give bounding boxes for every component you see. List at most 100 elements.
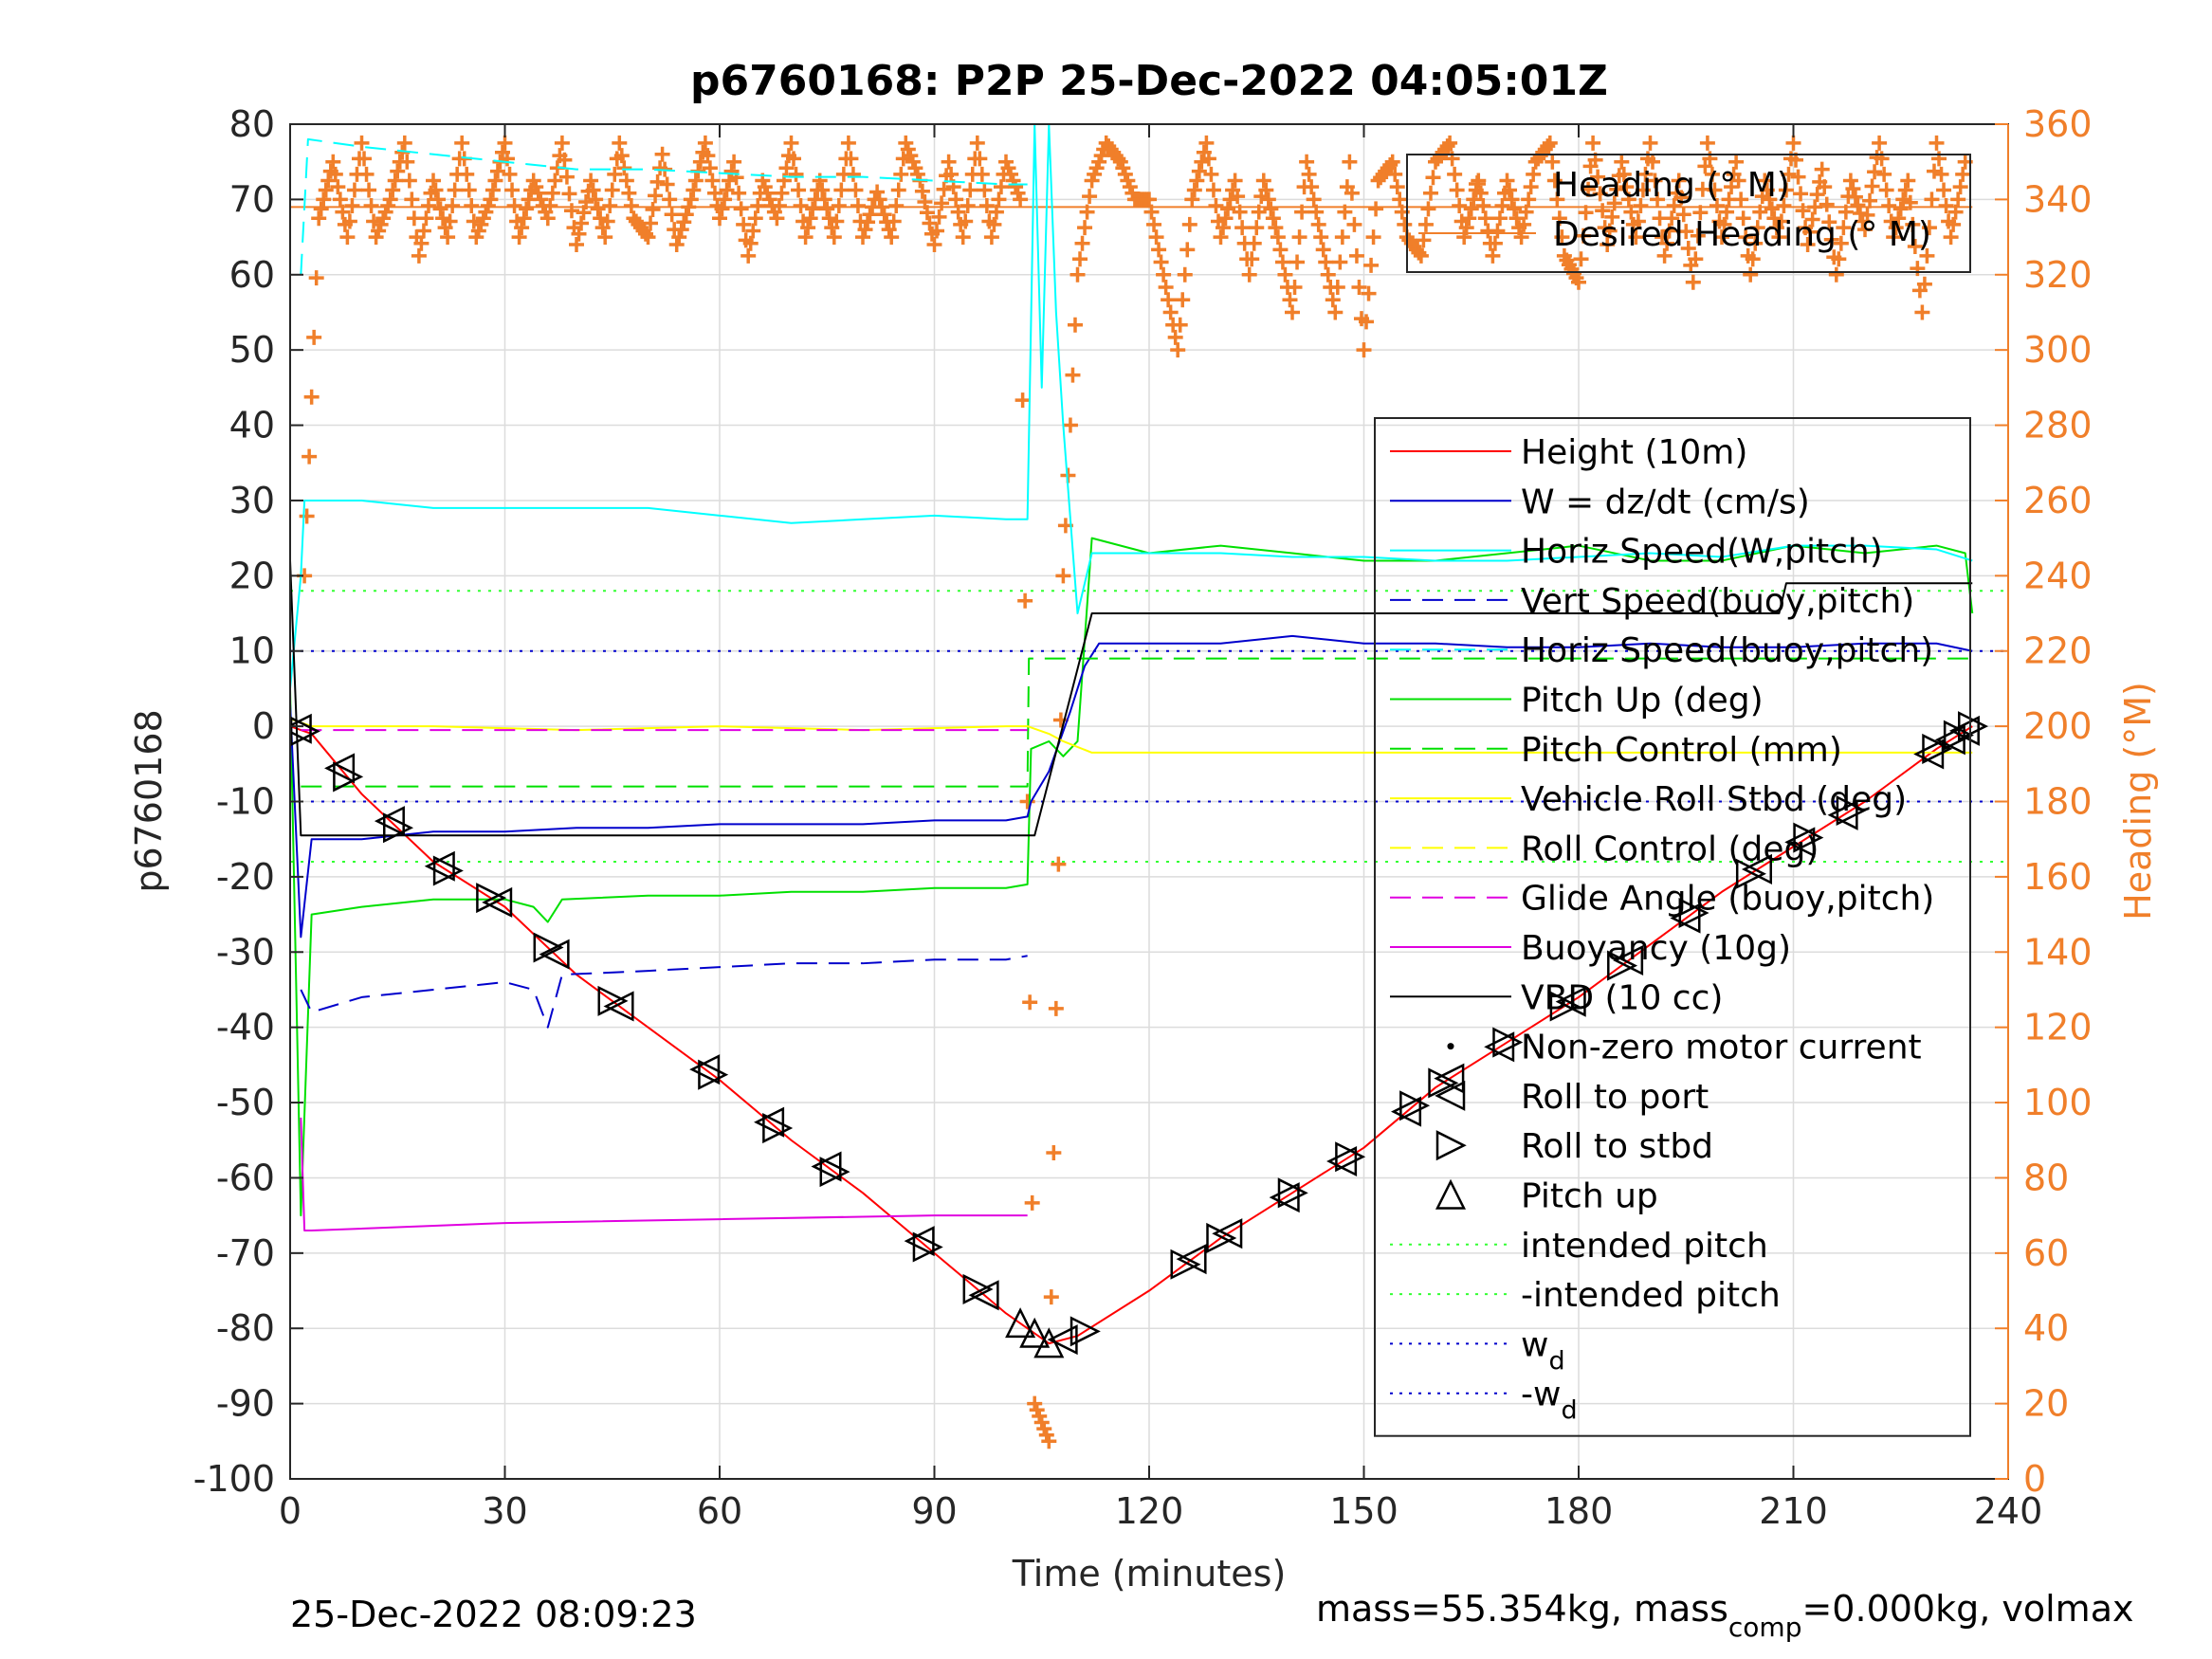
- heading-point: [1817, 179, 1833, 195]
- marker-tri-right: [533, 932, 564, 963]
- heading-point: [645, 201, 661, 217]
- heading-point: [1265, 210, 1281, 227]
- y-tick-label: 80: [229, 103, 275, 145]
- heading-point: [544, 185, 560, 201]
- heading-point: [335, 204, 351, 220]
- heading-point: [740, 247, 757, 264]
- heading-point: [1318, 254, 1334, 270]
- heading-point: [489, 163, 505, 179]
- heading-point: [702, 160, 718, 176]
- marker-tri-right: [1206, 1222, 1237, 1253]
- heading-point: [1645, 154, 1661, 170]
- heading-point: [1494, 198, 1510, 214]
- heading-point: [504, 182, 521, 198]
- heading-point: [1351, 280, 1367, 296]
- heading-point: [1241, 266, 1257, 283]
- heading-point: [1699, 135, 1715, 151]
- heading-point: [1356, 342, 1372, 358]
- heading-point: [1735, 210, 1751, 227]
- heading-point: [1842, 173, 1858, 189]
- heading-point: [618, 173, 634, 189]
- heading-series: [290, 135, 1973, 1449]
- legend-label: -intended pitch: [1521, 1276, 1781, 1315]
- heading-point: [1294, 204, 1310, 220]
- marker-tri-left: [324, 753, 356, 784]
- heading-point: [1905, 216, 1921, 232]
- heading-point: [1628, 229, 1644, 246]
- heading-point: [399, 154, 415, 170]
- heading-point: [886, 213, 902, 229]
- heading-point: [1019, 793, 1035, 810]
- marker-tri-up: [1019, 1317, 1051, 1348]
- heading-point: [1938, 198, 1954, 214]
- legend-label-text: Roll to stbd: [1521, 1127, 1713, 1166]
- series-vbd-10-cc: [290, 560, 1973, 837]
- heading-point: [1177, 266, 1193, 283]
- heading-point: [311, 210, 327, 227]
- heading-point: [1387, 166, 1403, 182]
- heading-point: [1442, 135, 1458, 151]
- heading-point: [1661, 223, 1677, 239]
- legend-label: Roll Control (deg): [1521, 830, 1819, 868]
- heading-point: [1897, 182, 1913, 198]
- heading-point: [712, 210, 727, 227]
- heading-point: [1234, 220, 1251, 236]
- heading-point: [404, 191, 420, 208]
- heading-point: [1179, 242, 1196, 258]
- heading-point: [791, 182, 807, 198]
- y-tick-label: 50: [229, 329, 275, 371]
- heading-point: [778, 160, 795, 176]
- heading-point: [1523, 179, 1539, 195]
- heading-point: [1836, 220, 1852, 236]
- legend-label-text: Horiz Speed(buoy,pitch): [1521, 631, 1933, 670]
- heading-point: [1946, 216, 1962, 232]
- legend-label: Horiz Speed(W,pitch): [1521, 533, 1883, 572]
- series-horiz-speed-w-pitch: [290, 124, 1973, 689]
- heading-point: [313, 201, 329, 217]
- legend-label-text: Pitch Control (mm): [1521, 731, 1842, 770]
- heading-point: [454, 135, 470, 151]
- heading-point: [829, 213, 845, 229]
- heading-point: [1745, 251, 1761, 267]
- heading-point: [1304, 179, 1320, 195]
- legend-label-text: Vert Speed(buoy,pitch): [1521, 582, 1914, 621]
- heading-point: [1359, 314, 1375, 330]
- marker-tri-right: [912, 1231, 943, 1263]
- heading-point: [1773, 213, 1789, 229]
- heading-point: [506, 198, 522, 214]
- heading-point: [483, 191, 499, 208]
- heading-point: [332, 191, 348, 208]
- heading-point: [1270, 229, 1286, 246]
- heading-point: [1738, 229, 1754, 246]
- heading-point: [1172, 317, 1188, 333]
- heading-point: [1620, 191, 1636, 208]
- heading-point: [385, 182, 401, 198]
- series-buoyancy-10g: [300, 1117, 1028, 1232]
- heading-point: [1521, 191, 1537, 208]
- heading-point: [502, 166, 518, 182]
- heading-point: [1299, 154, 1315, 170]
- heading-point: [1065, 367, 1081, 383]
- heading-point: [382, 191, 398, 208]
- y2-axis-label: Heading (°M): [2117, 682, 2159, 921]
- legend-label-text: Pitch Up (deg): [1521, 682, 1764, 720]
- heading-point: [1490, 223, 1506, 239]
- marker-tri-right: [762, 1113, 794, 1144]
- heading-point: [871, 191, 887, 208]
- heading-point: [686, 182, 702, 198]
- marker-tri-left: [1391, 1096, 1422, 1127]
- heading-point: [714, 201, 730, 217]
- y2-tick-label: 40: [2023, 1307, 2069, 1349]
- heading-point: [1272, 242, 1289, 258]
- heading-point: [948, 191, 964, 208]
- heading-point: [558, 169, 575, 185]
- heading-point: [590, 201, 606, 217]
- legend-label: -wd: [1521, 1376, 1578, 1426]
- heading-point: [1752, 204, 1768, 220]
- heading-point: [1249, 220, 1265, 236]
- heading-point: [561, 186, 577, 202]
- heading-point: [786, 151, 802, 167]
- heading-point: [783, 135, 799, 151]
- marker-tri-right: [1793, 822, 1824, 853]
- heading-point: [722, 173, 738, 189]
